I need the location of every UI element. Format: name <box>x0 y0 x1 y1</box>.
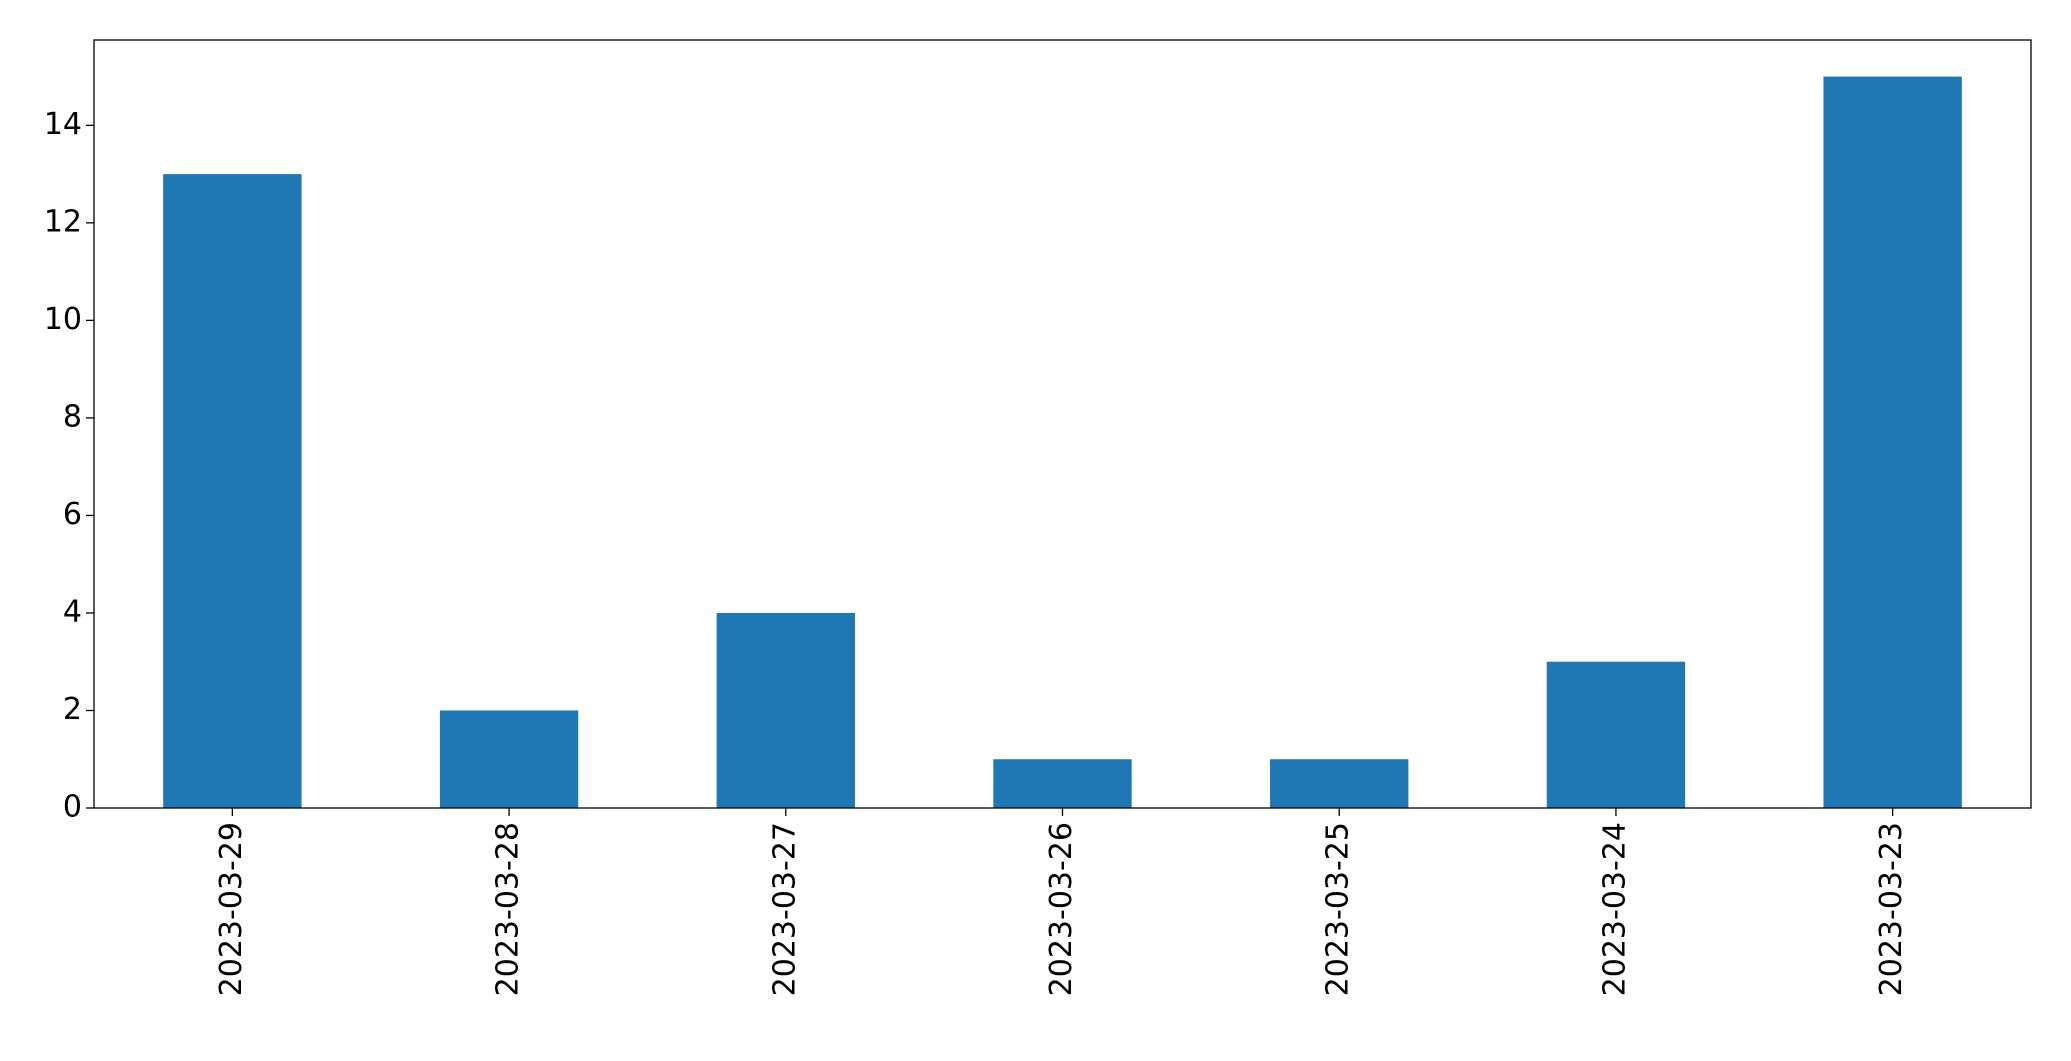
bar <box>1270 759 1409 808</box>
x-tick-label: 2023-03-29 <box>214 822 249 996</box>
bar <box>993 759 1132 808</box>
x-tick-label: 2023-03-27 <box>767 822 802 996</box>
y-tick-label: 10 <box>44 302 82 337</box>
axes-frame <box>93 39 2032 809</box>
bar <box>439 710 579 808</box>
x-tick-label: 2023-03-28 <box>491 822 526 996</box>
x-tick-label: 2023-03-26 <box>1044 822 1079 996</box>
x-tick-label: 2023-03-23 <box>1874 822 1909 996</box>
bar <box>1823 76 1962 809</box>
y-tick-label: 12 <box>44 204 82 239</box>
bar <box>163 174 302 809</box>
bar <box>1546 661 1686 808</box>
y-tick-label: 8 <box>63 399 82 434</box>
x-tick-label: 2023-03-25 <box>1321 822 1356 996</box>
y-tick-label: 6 <box>63 497 82 532</box>
y-tick-label: 2 <box>63 692 82 727</box>
x-tick-label: 2023-03-24 <box>1597 822 1632 996</box>
y-tick-label: 0 <box>63 790 82 825</box>
bar <box>716 612 855 808</box>
y-tick-label: 14 <box>44 107 82 142</box>
y-tick-label: 4 <box>63 594 82 629</box>
